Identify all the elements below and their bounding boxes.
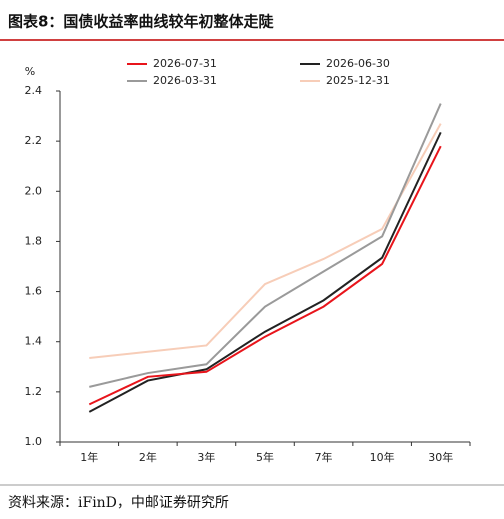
series-line bbox=[88, 131, 442, 413]
legend-label: 2026-03-31 bbox=[153, 74, 217, 87]
source: 资料来源：iFinD，中邮证券研究所 bbox=[8, 495, 229, 511]
y-tick-label: 2.4 bbox=[25, 84, 43, 97]
legend-label: 2026-07-31 bbox=[153, 57, 217, 70]
y-tick-label: 2.0 bbox=[25, 184, 43, 197]
x-tick-label: 3年 bbox=[197, 450, 215, 464]
y-tick-label: 1.8 bbox=[25, 234, 43, 247]
legend-label: 2025-12-31 bbox=[326, 74, 390, 87]
y-tick-label: 1.4 bbox=[25, 335, 43, 348]
y-tick-label: 1.0 bbox=[25, 435, 43, 448]
x-tick-label: 2年 bbox=[139, 450, 157, 464]
y-tick-label: 1.2 bbox=[25, 385, 43, 398]
x-tick-label: 30年 bbox=[428, 450, 453, 464]
x-tick-label: 5年 bbox=[256, 450, 274, 464]
x-tick-label: 1年 bbox=[80, 450, 98, 464]
y-tick-label: 2.2 bbox=[25, 134, 43, 147]
y-tick-label: 1.6 bbox=[25, 285, 43, 298]
legend-label: 2026-06-30 bbox=[326, 57, 390, 70]
x-tick-label: 10年 bbox=[370, 450, 395, 464]
y-unit: % bbox=[25, 65, 35, 78]
series-line bbox=[89, 103, 442, 388]
series-line bbox=[88, 145, 442, 406]
x-tick-label: 7年 bbox=[315, 450, 333, 464]
chart-title: 图表8：国债收益率曲线较年初整体走陡 bbox=[8, 13, 274, 31]
series-line bbox=[89, 123, 442, 360]
